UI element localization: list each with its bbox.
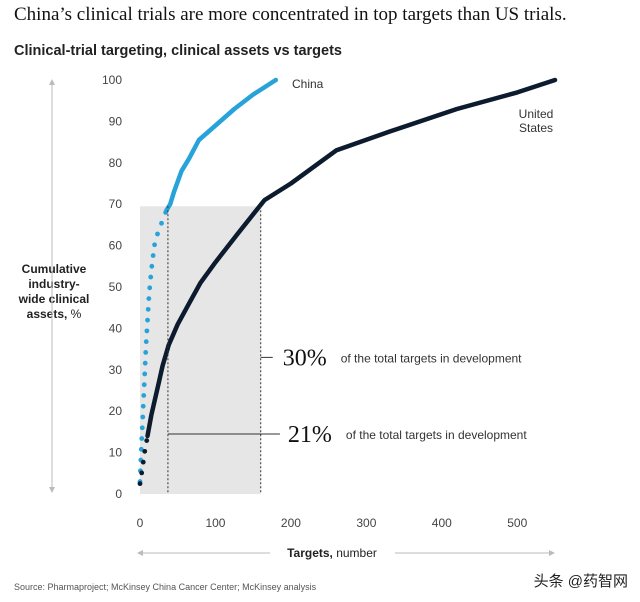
data-point	[149, 263, 155, 269]
x-tick-label: 500	[507, 516, 527, 530]
data-point	[145, 306, 151, 312]
data-point	[143, 339, 149, 345]
y-tick-label: 100	[102, 73, 122, 87]
annotation-text: of the total targets in development	[341, 351, 522, 365]
x-tick-label: 300	[356, 516, 376, 530]
data-point	[142, 371, 148, 377]
data-point	[152, 242, 157, 248]
data-point	[140, 459, 146, 465]
china-series-line	[164, 77, 279, 213]
data-point	[143, 350, 149, 355]
data-point	[141, 382, 147, 388]
chart-subtitle: Clinical-trial targeting, clinical asset…	[14, 43, 342, 59]
x-tick-label: 200	[281, 516, 301, 530]
x-axis-label-bold: Targets,	[287, 546, 333, 560]
y-axis-label-unit: %	[67, 307, 82, 321]
y-tick-label: 0	[115, 487, 122, 501]
y-tick-label: 30	[109, 363, 123, 377]
highlight-band	[140, 206, 261, 494]
watermark: 头条 @药智网	[533, 573, 628, 590]
data-point	[150, 253, 156, 258]
data-point	[140, 414, 146, 420]
y-tick-label: 80	[109, 156, 123, 170]
data-point	[141, 393, 147, 398]
series-label-us: United	[519, 107, 554, 121]
data-point	[155, 231, 160, 237]
chart-headline: China’s clinical trials are more concent…	[14, 4, 567, 25]
source-note: Source: Pharmaproject; McKinsey China Ca…	[14, 582, 317, 592]
annotation-text: of the total targets in development	[346, 428, 527, 442]
y-tick-label: 60	[109, 239, 123, 253]
data-point	[138, 446, 144, 452]
x-tick-label: 0	[137, 516, 144, 530]
y-tick-label: 70	[109, 197, 123, 211]
y-axis-label-line-4: assets,	[26, 307, 68, 321]
data-point	[148, 274, 154, 280]
data-point	[137, 481, 143, 487]
data-point	[146, 296, 152, 301]
data-point	[144, 438, 150, 443]
us-series-line	[145, 77, 558, 439]
data-point	[139, 470, 145, 476]
x-tick-label: 400	[432, 516, 452, 530]
data-point	[140, 403, 146, 409]
data-point	[145, 317, 150, 323]
data-point	[147, 285, 153, 291]
data-point	[139, 425, 145, 431]
y-tick-label: 50	[109, 280, 123, 294]
y-tick-label: 90	[109, 114, 123, 128]
series-label-us: States	[519, 121, 553, 135]
annotation-percent: 30%	[283, 345, 327, 371]
data-point	[144, 328, 150, 334]
data-point	[139, 436, 145, 441]
series-label-china: China	[292, 77, 324, 91]
y-tick-label: 10	[109, 446, 123, 460]
y-tick-label: 20	[109, 404, 123, 418]
data-point	[142, 360, 148, 366]
y-tick-label: 40	[109, 321, 123, 335]
data-point	[159, 220, 164, 226]
annotation-percent: 21%	[288, 422, 332, 448]
x-tick-label: 100	[205, 516, 225, 530]
data-point	[142, 448, 148, 454]
x-axis-label: Targets, number	[287, 546, 377, 560]
x-axis-label-unit: number	[333, 546, 377, 560]
